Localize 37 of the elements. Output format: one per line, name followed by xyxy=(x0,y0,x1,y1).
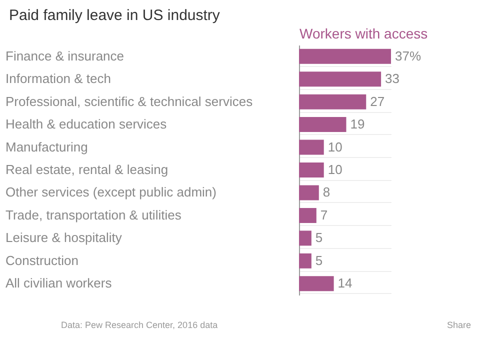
bar xyxy=(299,276,334,292)
y-tick-label: Health & education services xyxy=(6,116,168,132)
bar xyxy=(299,230,312,246)
y-tick-label: Leisure & hospitality xyxy=(6,230,122,246)
text: Data: Pew Research Center, 2016 data xyxy=(61,320,218,330)
y-tick-label: Manufacturing xyxy=(6,139,88,154)
bar xyxy=(299,117,346,132)
text: Share xyxy=(446,320,471,330)
x-axis-title: Workers with access xyxy=(300,26,428,42)
data-label: 19 xyxy=(350,116,365,132)
y-tick-label: Professional, scientific & technical services xyxy=(6,94,254,109)
data-label: 7 xyxy=(320,207,328,222)
bar xyxy=(299,72,382,87)
y-tick-label: Finance & insurance xyxy=(6,48,124,64)
data-label: 10 xyxy=(328,139,342,154)
data-label: 14 xyxy=(338,276,352,291)
y-tick-label: Trade, transportation & utilities xyxy=(6,207,182,222)
y-tick-label: All civilian workers xyxy=(6,276,112,291)
bar xyxy=(299,48,391,64)
data-label: 10 xyxy=(328,162,342,177)
bar xyxy=(299,253,312,268)
y-tick-label: Information & tech xyxy=(6,71,111,86)
y-tick-label: Other services (except public admin) xyxy=(6,184,216,200)
bar xyxy=(299,208,316,223)
text: Paid family leave in US industry xyxy=(9,7,220,24)
data-label: 8 xyxy=(322,184,330,200)
data-label: 33 xyxy=(385,71,400,86)
data-label: 37% xyxy=(395,48,422,64)
data-label: 5 xyxy=(315,230,323,246)
bar xyxy=(299,94,366,110)
y-tick-label: Construction xyxy=(6,252,78,268)
data-label: 27 xyxy=(370,94,385,109)
bar xyxy=(299,140,324,155)
data-label: 5 xyxy=(315,252,323,268)
bar xyxy=(299,185,319,200)
bar xyxy=(299,162,324,178)
y-tick-label: Real estate, rental & leasing xyxy=(6,162,168,177)
